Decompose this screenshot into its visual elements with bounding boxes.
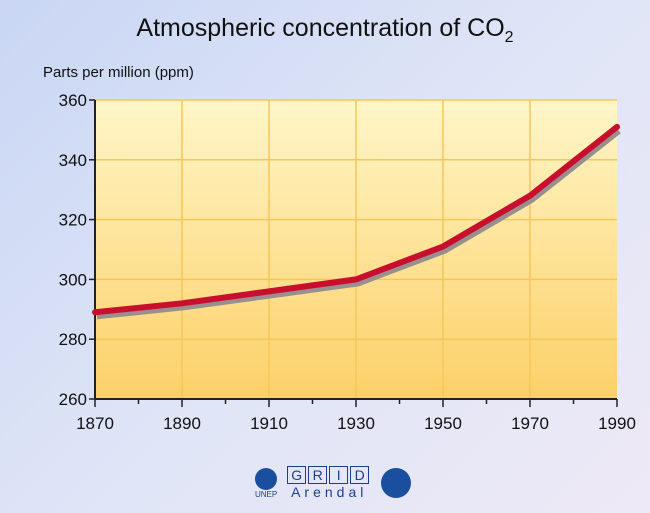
y-tick-label: 360 <box>59 91 87 110</box>
y-axis-label: Parts per million (ppm) <box>43 64 194 81</box>
un-emblem-icon <box>381 468 412 498</box>
x-tick-label: 1910 <box>250 414 288 433</box>
grid-letter: G <box>287 466 307 484</box>
title-subscript: 2 <box>504 29 514 46</box>
x-tick-label: 1970 <box>511 414 549 433</box>
x-tick-label: 1950 <box>424 414 462 433</box>
x-tick-label: 1870 <box>76 414 114 433</box>
x-tick-label: 1930 <box>337 414 375 433</box>
y-tick-label: 320 <box>59 211 87 230</box>
series-shadow <box>96 128 621 320</box>
arendal-text: Arendal <box>291 484 368 500</box>
grid-letter: I <box>329 466 349 484</box>
title-text: Atmospheric concentration of CO <box>136 14 505 42</box>
y-tick-label: 340 <box>59 151 87 170</box>
unep-text: UNEP <box>255 489 278 499</box>
y-tick-label: 260 <box>59 390 87 409</box>
grid-letter: R <box>308 466 328 484</box>
x-tick-label: 1990 <box>598 414 636 433</box>
chart-title: Atmospheric concentration of CO2 <box>0 14 650 47</box>
grid-letter: D <box>350 466 370 484</box>
x-tick-label: 1890 <box>163 414 201 433</box>
y-tick-label: 280 <box>59 330 87 349</box>
unep-logo: UNEP <box>255 467 278 499</box>
y-tick-label: 300 <box>59 270 87 289</box>
